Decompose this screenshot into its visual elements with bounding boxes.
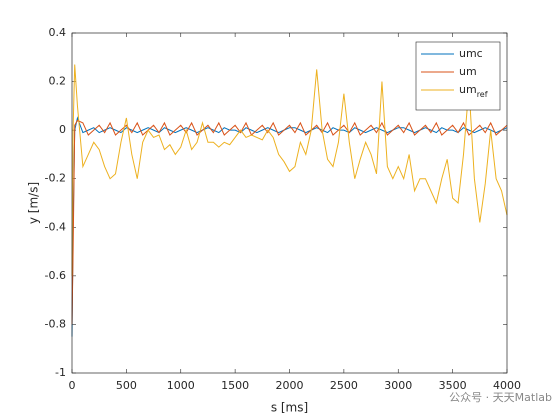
x-axis-label: s [ms] bbox=[271, 401, 308, 415]
legend-name: um bbox=[459, 65, 477, 78]
watermark: 公众号 · 天天Matlab bbox=[449, 391, 552, 404]
legend-name: umc bbox=[459, 47, 483, 60]
y-tick-label: 0.2 bbox=[49, 75, 67, 88]
x-tick-label: 3000 bbox=[384, 379, 412, 392]
y-tick-label: -0.4 bbox=[45, 220, 66, 233]
y-tick-label: -1 bbox=[55, 366, 66, 379]
y-tick-label: 0.4 bbox=[49, 26, 67, 39]
x-tick-label: 2000 bbox=[276, 379, 304, 392]
x-tick-label: 500 bbox=[116, 379, 137, 392]
legend-name: um bbox=[459, 83, 477, 96]
x-tick-label: 3500 bbox=[439, 379, 467, 392]
legend-label: um bbox=[459, 65, 477, 78]
y-tick-label: -0.8 bbox=[45, 317, 66, 330]
y-axis-label: y [m/s] bbox=[27, 182, 41, 224]
axes-frame bbox=[71, 32, 508, 374]
lines bbox=[71, 64, 508, 337]
x-tick-label: 2500 bbox=[330, 379, 358, 392]
legend-subscript: ref bbox=[477, 90, 488, 99]
legend-label: umref bbox=[459, 83, 488, 99]
series-line bbox=[71, 64, 508, 276]
x-tick-label: 0 bbox=[69, 379, 76, 392]
legend-box bbox=[415, 41, 501, 111]
y-tick-label: -0.6 bbox=[45, 269, 66, 282]
legend-label: umc bbox=[459, 47, 483, 60]
x-tick-label: 1000 bbox=[167, 379, 195, 392]
y-tick-label: 0 bbox=[59, 123, 66, 136]
series-line bbox=[71, 119, 508, 325]
x-tick-label: 1500 bbox=[221, 379, 249, 392]
x-tick-label: 4000 bbox=[493, 379, 521, 392]
y-tick-label: -0.2 bbox=[45, 172, 66, 185]
